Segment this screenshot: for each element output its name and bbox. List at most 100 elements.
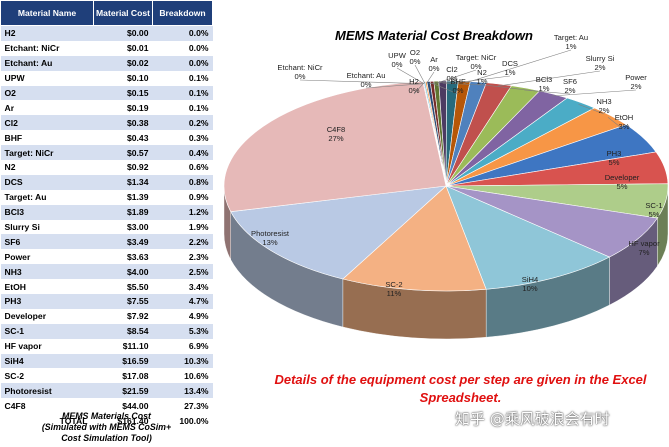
leader-line bbox=[497, 70, 601, 87]
slice-label: SC-1 5% bbox=[645, 201, 662, 219]
material-name-cell: Ar bbox=[0, 100, 94, 116]
material-cost-cell: $0.38 bbox=[93, 115, 153, 131]
leader-line bbox=[463, 49, 572, 84]
pie-slice-c4f8 bbox=[223, 81, 447, 212]
slice-label: Target: Au 1% bbox=[554, 33, 588, 51]
pie-slice-sc-2 bbox=[342, 185, 487, 292]
material-name-cell: Developer bbox=[0, 308, 94, 324]
pie-slice-photoresist bbox=[230, 185, 447, 280]
slice-label: Etchant: NiCr 0% bbox=[277, 63, 323, 81]
table-row: BHF $0.43 0.3% bbox=[0, 130, 213, 146]
material-name-cell: Power bbox=[0, 249, 94, 265]
table-caption: MEMS Materials Cost (Simulated with MEMS… bbox=[0, 411, 213, 444]
table-row: UPW $0.10 0.1% bbox=[0, 70, 213, 86]
table-row: NH3 $4.00 2.5% bbox=[0, 264, 213, 280]
table-row: N2 $0.92 0.6% bbox=[0, 160, 213, 175]
breakdown-cell: 1.9% bbox=[152, 219, 213, 235]
slice-label: Photoresist 13% bbox=[251, 229, 290, 247]
breakdown-cell: 5.3% bbox=[152, 323, 213, 339]
slice-label: Slurry Si 2% bbox=[586, 54, 615, 72]
breakdown-cell: 0.2% bbox=[152, 115, 213, 131]
breakdown-cell: 27.3% bbox=[152, 398, 213, 414]
breakdown-cell: 4.9% bbox=[152, 308, 213, 324]
breakdown-cell: 0.1% bbox=[152, 70, 213, 86]
breakdown-cell: 0.0% bbox=[152, 55, 213, 71]
slice-labels: H2 0% Etchant: NiCr 0% Etchant: Au 0%UPW 0%O2 0… bbox=[251, 33, 663, 298]
leader-line bbox=[442, 82, 483, 86]
material-name-cell: H2 bbox=[0, 25, 94, 41]
caption-line: (Simulated with MEMS CoSim+ bbox=[41, 422, 172, 432]
leader-line bbox=[452, 75, 511, 84]
slice-label: N2 1% bbox=[477, 68, 488, 86]
material-cost-cell: $1.89 bbox=[93, 204, 153, 220]
slice-label: SF6 2% bbox=[563, 77, 577, 95]
breakdown-cell: 10.3% bbox=[152, 353, 213, 369]
total-breakdown: 100.0% bbox=[152, 413, 213, 429]
table-row: C4F8 $44.00 27.3% bbox=[0, 398, 213, 414]
material-name-cell: SC-2 bbox=[0, 368, 94, 384]
breakdown-cell: 0.4% bbox=[152, 145, 213, 161]
table-row: HF vapor $11.10 6.9% bbox=[0, 338, 213, 354]
slice-label: Power 2% bbox=[625, 73, 647, 91]
slice-label: C4F8 27% bbox=[327, 125, 346, 143]
material-name-cell: C4F8 bbox=[0, 398, 94, 414]
caption-line: MEMS Materials Cost bbox=[62, 411, 151, 421]
table-row: SF6 $3.49 2.2% bbox=[0, 234, 213, 250]
material-name-cell: Slurry Si bbox=[0, 219, 94, 235]
slice-label: Etchant: Au 0% bbox=[347, 71, 386, 89]
breakdown-cell: 0.8% bbox=[152, 174, 213, 190]
material-name-cell: PH3 bbox=[0, 294, 94, 309]
material-cost-cell: $17.08 bbox=[93, 368, 153, 384]
table-row: SiH4 $16.59 10.3% bbox=[0, 353, 213, 369]
table-row: DCS $1.34 0.8% bbox=[0, 174, 213, 190]
material-name-cell: HF vapor bbox=[0, 338, 94, 354]
table-row: H2 $0.00 0.0% bbox=[0, 25, 213, 41]
material-cost-cell: $8.54 bbox=[93, 323, 153, 339]
material-cost-cell: $44.00 bbox=[93, 398, 153, 414]
material-name-cell: DCS bbox=[0, 174, 94, 190]
table-row: Target: NiCr $0.57 0.4% bbox=[0, 145, 213, 161]
table-row: Slurry Si $3.00 1.9% bbox=[0, 219, 213, 235]
table-header-row: Material Name Material Cost Breakdown bbox=[0, 0, 213, 26]
table-row: BCl3 $1.89 1.2% bbox=[0, 204, 213, 220]
slice-label: Target: NiCr 0% bbox=[456, 53, 497, 71]
table-row: SC-1 $8.54 5.3% bbox=[0, 323, 213, 339]
material-cost-cell: $5.50 bbox=[93, 279, 153, 295]
slice-label: HF vapor 7% bbox=[628, 239, 660, 257]
material-name-cell: N2 bbox=[0, 160, 94, 175]
materials-cost-table: Material Name Material Cost Breakdown H2… bbox=[0, 0, 213, 429]
table-row: Etchant: NiCr $0.01 0.0% bbox=[0, 40, 213, 56]
header-material-name: Material Name bbox=[0, 0, 94, 26]
material-cost-cell: $0.92 bbox=[93, 160, 153, 175]
table-row: Etchant: Au $0.02 0.0% bbox=[0, 55, 213, 71]
chart-title: MEMS Material Cost Breakdown bbox=[335, 28, 533, 43]
table-row: EtOH $5.50 3.4% bbox=[0, 279, 213, 295]
material-cost-cell: $3.63 bbox=[93, 249, 153, 265]
material-name-cell: Photoresist bbox=[0, 383, 94, 399]
material-name-cell: BCl3 bbox=[0, 204, 94, 220]
material-cost-cell: $0.19 bbox=[93, 100, 153, 116]
slice-label: O2 0% bbox=[410, 48, 421, 66]
breakdown-cell: 13.4% bbox=[152, 383, 213, 399]
table-total-row: TOTAL $161.40 100.0% bbox=[0, 413, 213, 429]
material-name-cell: Target: NiCr bbox=[0, 145, 94, 161]
slice-label: H2 0% bbox=[409, 77, 420, 95]
table-row: Ar $0.19 0.1% bbox=[0, 100, 213, 116]
pie-side-walls bbox=[223, 185, 669, 340]
material-cost-cell: $7.92 bbox=[93, 308, 153, 324]
leader-line bbox=[524, 89, 571, 95]
leader-line bbox=[365, 83, 424, 89]
material-cost-cell: $16.59 bbox=[93, 353, 153, 369]
total-label: TOTAL bbox=[0, 413, 94, 429]
material-cost-cell: $21.59 bbox=[93, 383, 153, 399]
material-cost-cell: $11.10 bbox=[93, 338, 153, 354]
material-name-cell: UPW bbox=[0, 70, 94, 86]
breakdown-cell: 0.1% bbox=[152, 85, 213, 101]
breakdown-cell: 0.1% bbox=[152, 100, 213, 116]
leader-line bbox=[413, 83, 424, 95]
slice-label: UPW 0% bbox=[388, 51, 407, 69]
material-cost-cell: $0.15 bbox=[93, 85, 153, 101]
table-row: PH3 $7.55 4.7% bbox=[0, 294, 213, 309]
material-cost-cell: $1.34 bbox=[93, 174, 153, 190]
table-row: SC-2 $17.08 10.6% bbox=[0, 368, 213, 384]
